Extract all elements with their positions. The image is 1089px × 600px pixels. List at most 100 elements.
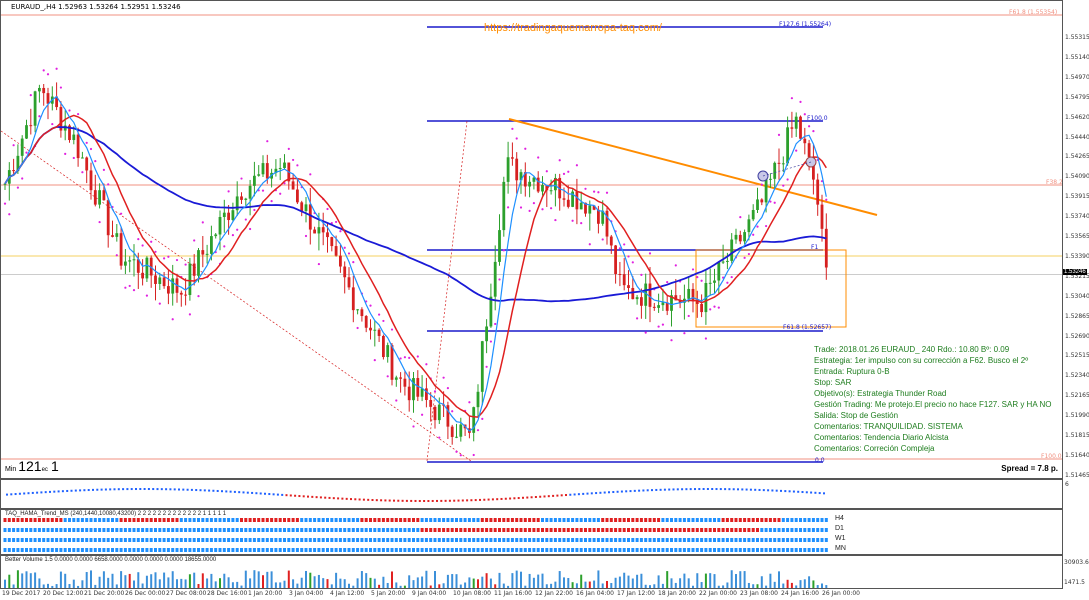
candle-body	[386, 345, 389, 357]
sar-dot	[400, 357, 402, 359]
taq-cell	[674, 528, 677, 532]
taq-cell	[627, 538, 630, 542]
oscillator-dot	[10, 493, 12, 495]
oscillator-dot	[595, 492, 597, 494]
sar-dot	[185, 263, 187, 265]
taq-cell	[313, 538, 316, 542]
taq-cell	[249, 528, 252, 532]
oscillator-dot	[204, 489, 206, 491]
volume-bar	[567, 578, 569, 589]
taq-cell	[679, 518, 682, 522]
sar-dot	[382, 320, 384, 322]
taq-cell	[274, 548, 277, 552]
candle-body	[825, 229, 828, 268]
oscillator-dot	[690, 488, 692, 490]
volume-bar	[761, 576, 763, 589]
taq-trend-pane[interactable]: TAQ_HAMA_Trend_MS (240,1440,10080,43200)…	[0, 509, 1063, 555]
oscillator-pane[interactable]	[0, 479, 1063, 509]
taq-cell	[360, 518, 363, 522]
oscillator-dot	[453, 500, 455, 502]
oscillator-dot	[320, 496, 322, 498]
oscillator-dot	[122, 488, 124, 490]
taq-cell	[257, 518, 260, 522]
candle-body	[434, 407, 437, 420]
sar-dot	[559, 159, 561, 161]
main-chart-pane[interactable]: EURAUD_,H4 1.52963 1.53264 1.52951 1.532…	[0, 0, 1063, 479]
taq-cell	[391, 538, 394, 542]
fib-label-f61-top: F61.8 (1.55354)	[1009, 9, 1057, 16]
candle-body	[4, 184, 7, 185]
taq-cell	[636, 518, 639, 522]
price-tick-label: 1.51640	[1065, 452, 1089, 459]
taq-cell	[64, 548, 67, 552]
taq-cell	[636, 528, 639, 532]
taq-cell	[352, 518, 355, 522]
oscillator-dot	[294, 495, 296, 497]
oscillator-dot	[703, 488, 705, 490]
taq-cell	[541, 548, 544, 552]
volume-bar	[17, 570, 19, 589]
taq-cell	[790, 518, 793, 522]
taq-cell	[683, 518, 686, 522]
time-tick-label: 26 Jan 00:00	[822, 590, 860, 597]
taq-cell	[713, 528, 716, 532]
volume-bar	[262, 575, 264, 589]
taq-cell	[713, 548, 716, 552]
sar-dot	[701, 280, 703, 282]
taq-cell	[687, 528, 690, 532]
sar-dot	[271, 200, 273, 202]
sar-dot	[688, 315, 690, 317]
taq-cell	[214, 518, 217, 522]
candle-body	[765, 179, 768, 202]
oscillator-dot	[178, 488, 180, 490]
taq-cell	[94, 538, 97, 542]
oscillator-dot	[759, 489, 761, 491]
candle-body	[395, 377, 398, 379]
taq-cell	[610, 528, 613, 532]
taq-cell	[296, 548, 299, 552]
taq-cell	[163, 518, 166, 522]
taq-cell	[644, 538, 647, 542]
taq-cell	[455, 518, 458, 522]
taq-cell	[825, 518, 828, 522]
oscillator-dot	[771, 489, 773, 491]
taq-cell	[8, 548, 11, 552]
candle-body	[232, 210, 235, 220]
taq-cell	[244, 548, 247, 552]
volume-bar	[413, 580, 415, 589]
taq-cell	[451, 538, 454, 542]
taq-cell	[528, 538, 531, 542]
trade-info-line: Stop: SAR	[814, 377, 1051, 388]
sar-dot	[240, 177, 242, 179]
taq-cell	[219, 518, 222, 522]
taq-cell	[743, 518, 746, 522]
sar-dot	[348, 252, 350, 254]
oscillator-dot	[728, 488, 730, 490]
taq-cell	[107, 548, 110, 552]
taq-cell	[98, 528, 101, 532]
taq-cell	[137, 548, 140, 552]
taq-cell	[4, 518, 7, 522]
taq-cell	[610, 538, 613, 542]
oscillator-dot	[161, 488, 163, 490]
volume-bar	[249, 578, 251, 589]
sar-dot	[443, 377, 445, 379]
oscillator-dot	[638, 490, 640, 492]
sar-dot	[8, 213, 10, 215]
taq-cell	[649, 548, 652, 552]
taq-cell	[563, 538, 566, 542]
taq-cell	[81, 548, 84, 552]
taq-cell	[223, 518, 226, 522]
volume-bar	[559, 571, 561, 589]
taq-cell	[743, 528, 746, 532]
taq-cell	[416, 548, 419, 552]
taq-cell	[722, 548, 725, 552]
oscillator-dot	[225, 490, 227, 492]
volume-bar	[408, 575, 410, 589]
volume-pane[interactable]: Better Volume 1.5 0.0000 0.0000 6658.000…	[0, 555, 1063, 589]
candle-body	[713, 281, 716, 283]
taq-cell	[339, 528, 342, 532]
candle-body	[42, 88, 45, 93]
taq-cell	[412, 518, 415, 522]
volume-bar	[292, 579, 294, 589]
